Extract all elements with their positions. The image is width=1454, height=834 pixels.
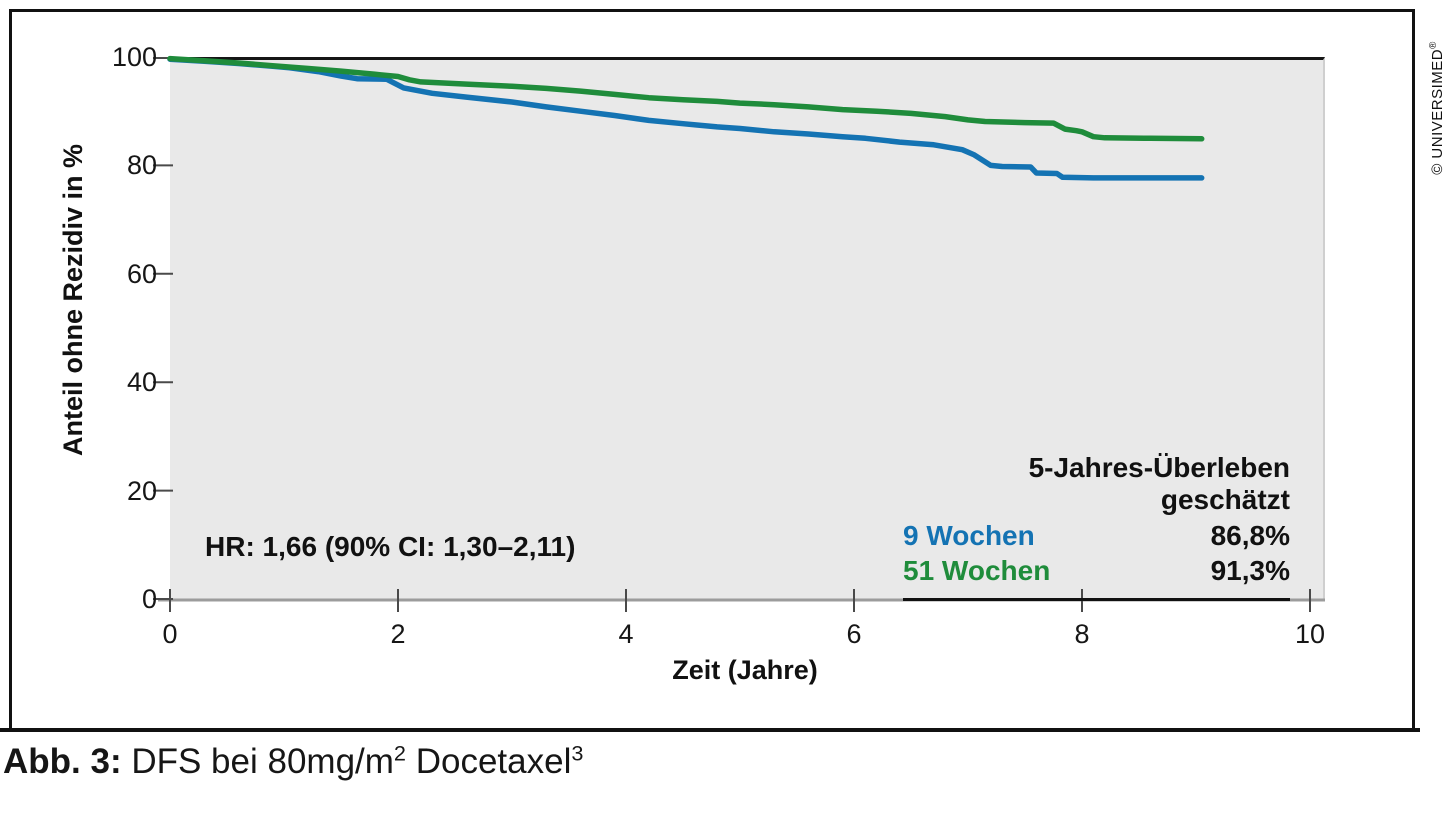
caption-divider [0,728,1420,732]
legend-value-51-wochen: 91,3% [1210,555,1290,586]
legend-row-9-wochen: 9 Wochen 86,8% [903,520,1290,555]
x-tick-label-2: 2 [390,619,406,649]
figure-caption: Abb. 3: DFS bei 80mg/m2 Docetaxel3 [3,742,583,782]
y-tick-label-80: 80 [126,150,157,180]
caption-text-2: Docetaxel [405,742,572,781]
x-tick-label-10: 10 [1294,619,1326,649]
x-tick-label-8: 8 [1074,619,1090,649]
y-tick-label-100: 100 [111,42,157,72]
copyright-text: © UNIVERSIMED [1429,48,1446,175]
y-tick-label-40: 40 [126,367,157,397]
x-tick-label-4: 4 [618,619,634,649]
x-tick-label-0: 0 [162,619,178,649]
x-axis-title: Zeit (Jahre) [672,655,818,685]
legend-row-51-wochen: 51 Wochen 91,3% [903,555,1290,590]
legend-title: 5-Jahres-Überleben geschätzt [1028,452,1290,515]
x-tick-label-6: 6 [846,619,862,649]
legend-label-9-wochen: 9 Wochen [903,520,1035,551]
copyright-notice: © UNIVERSIMED® [1428,8,1446,208]
caption-text-1: DFS bei 80mg/m [121,742,394,781]
legend-rows: 9 Wochen 86,8% 51 Wochen 91,3% [903,520,1290,601]
legend: 5-Jahres-Überleben geschätzt 9 Wochen 86… [903,452,1290,601]
y-tick-label-20: 20 [126,476,157,506]
caption-reference-3: 3 [571,740,584,766]
y-tick-label-60: 60 [126,259,157,289]
caption-number: Abb. 3: [3,742,122,781]
y-axis-title: Anteil ohne Rezidiv in % [58,143,88,457]
caption-superscript-2: 2 [393,740,406,766]
y-tick-label-0: 0 [141,584,157,614]
legend-label-51-wochen: 51 Wochen [903,555,1051,586]
registered-mark: ® [1428,41,1439,49]
figure-border [9,9,1415,731]
legend-value-9-wochen: 86,8% [1210,520,1290,551]
hazard-ratio-annotation: HR: 1,66 (90% CI: 1,30–2,11) [205,531,576,562]
